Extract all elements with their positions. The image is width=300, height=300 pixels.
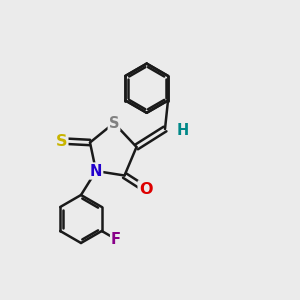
Text: O: O — [139, 182, 152, 196]
Text: N: N — [90, 164, 102, 178]
Text: S: S — [56, 134, 67, 148]
Text: F: F — [111, 232, 121, 247]
Text: H: H — [177, 123, 189, 138]
Text: S: S — [109, 116, 119, 130]
